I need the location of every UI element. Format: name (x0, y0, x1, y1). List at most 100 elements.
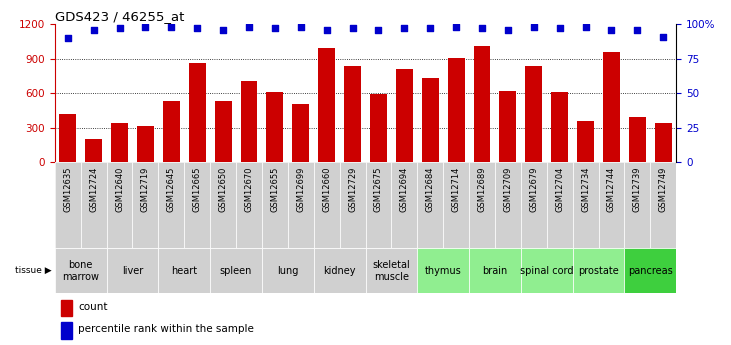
Bar (240, 80, 257, 162)
Point (217, 27, 229, 32)
Bar (262, 162, 288, 248)
Bar (340, 162, 366, 248)
Bar (629, 117, 645, 162)
Bar (651, 162, 676, 248)
Text: GSM12744: GSM12744 (607, 166, 616, 212)
Text: GSM12749: GSM12749 (659, 166, 667, 212)
Bar (189, 63, 205, 162)
Bar (111, 123, 128, 162)
Bar (370, 94, 387, 162)
Bar (86, 139, 102, 162)
Bar (267, 92, 284, 162)
Point (192, 26, 203, 31)
Point (605, 27, 617, 32)
Bar (547, 162, 572, 248)
Bar (163, 101, 180, 162)
Bar (366, 162, 391, 248)
Text: GSM12665: GSM12665 (193, 166, 202, 212)
Text: GSM12660: GSM12660 (322, 166, 331, 212)
Bar (344, 66, 361, 162)
Bar (215, 101, 232, 162)
Text: GSM12714: GSM12714 (452, 166, 461, 212)
Bar (80, 162, 107, 248)
Bar (314, 248, 366, 293)
Text: GSM12699: GSM12699 (296, 166, 306, 212)
Text: count: count (78, 302, 108, 312)
Text: GSM12679: GSM12679 (529, 166, 538, 212)
Bar (572, 162, 599, 248)
Point (243, 24, 255, 30)
Bar (59, 114, 76, 162)
Bar (572, 248, 624, 293)
Bar (262, 248, 314, 293)
Bar (211, 162, 236, 248)
Text: lung: lung (277, 266, 298, 276)
Bar (422, 78, 439, 162)
Point (346, 26, 358, 31)
Point (269, 26, 281, 31)
Text: GSM12655: GSM12655 (270, 166, 279, 212)
Bar (318, 48, 335, 162)
Point (657, 34, 669, 39)
Bar (526, 66, 542, 162)
Bar (61, 322, 72, 339)
Bar (495, 162, 520, 248)
Bar (603, 52, 620, 162)
Bar (499, 91, 516, 162)
Text: GSM12719: GSM12719 (141, 166, 150, 212)
Text: bone
marrow: bone marrow (62, 260, 99, 282)
Text: pancreas: pancreas (628, 266, 673, 276)
Bar (55, 248, 107, 293)
Text: GSM12635: GSM12635 (64, 166, 72, 212)
Bar (366, 248, 417, 293)
Bar (624, 248, 676, 293)
Text: liver: liver (122, 266, 143, 276)
Bar (624, 162, 651, 248)
Bar (396, 69, 413, 162)
Text: GSM12650: GSM12650 (219, 166, 227, 212)
Bar (211, 248, 262, 293)
Point (321, 27, 333, 32)
Bar (288, 162, 314, 248)
Text: GSM12734: GSM12734 (581, 166, 590, 212)
Text: tissue ▶: tissue ▶ (15, 266, 51, 275)
Text: GSM12704: GSM12704 (555, 166, 564, 212)
Point (580, 24, 591, 30)
Bar (521, 248, 572, 293)
Text: GSM12689: GSM12689 (477, 166, 487, 212)
Bar (107, 162, 132, 248)
Bar (159, 248, 211, 293)
Bar (314, 162, 340, 248)
Bar (55, 162, 80, 248)
Bar (474, 46, 491, 162)
Text: heart: heart (171, 266, 197, 276)
Bar (184, 162, 211, 248)
Bar (61, 299, 72, 316)
Text: GSM12729: GSM12729 (348, 166, 357, 212)
Text: skeletal
muscle: skeletal muscle (373, 260, 410, 282)
Point (140, 24, 151, 30)
Bar (447, 58, 464, 162)
Text: brain: brain (482, 266, 507, 276)
Bar (469, 162, 495, 248)
Bar (417, 248, 469, 293)
Point (425, 26, 436, 31)
Point (373, 27, 385, 32)
Bar (132, 162, 159, 248)
Bar (521, 162, 547, 248)
Point (528, 24, 539, 30)
Point (62, 35, 74, 41)
Text: GSM12645: GSM12645 (167, 166, 176, 212)
Bar (577, 121, 594, 162)
Bar (443, 162, 469, 248)
Text: GSM12724: GSM12724 (89, 166, 98, 212)
Point (502, 27, 514, 32)
Text: GSM12709: GSM12709 (504, 166, 512, 212)
Text: GDS423 / 46255_at: GDS423 / 46255_at (55, 10, 184, 23)
Bar (655, 123, 672, 162)
Point (476, 26, 488, 31)
Point (114, 26, 126, 31)
Bar (599, 162, 624, 248)
Text: GSM12739: GSM12739 (633, 166, 642, 212)
Text: spinal cord: spinal cord (520, 266, 574, 276)
